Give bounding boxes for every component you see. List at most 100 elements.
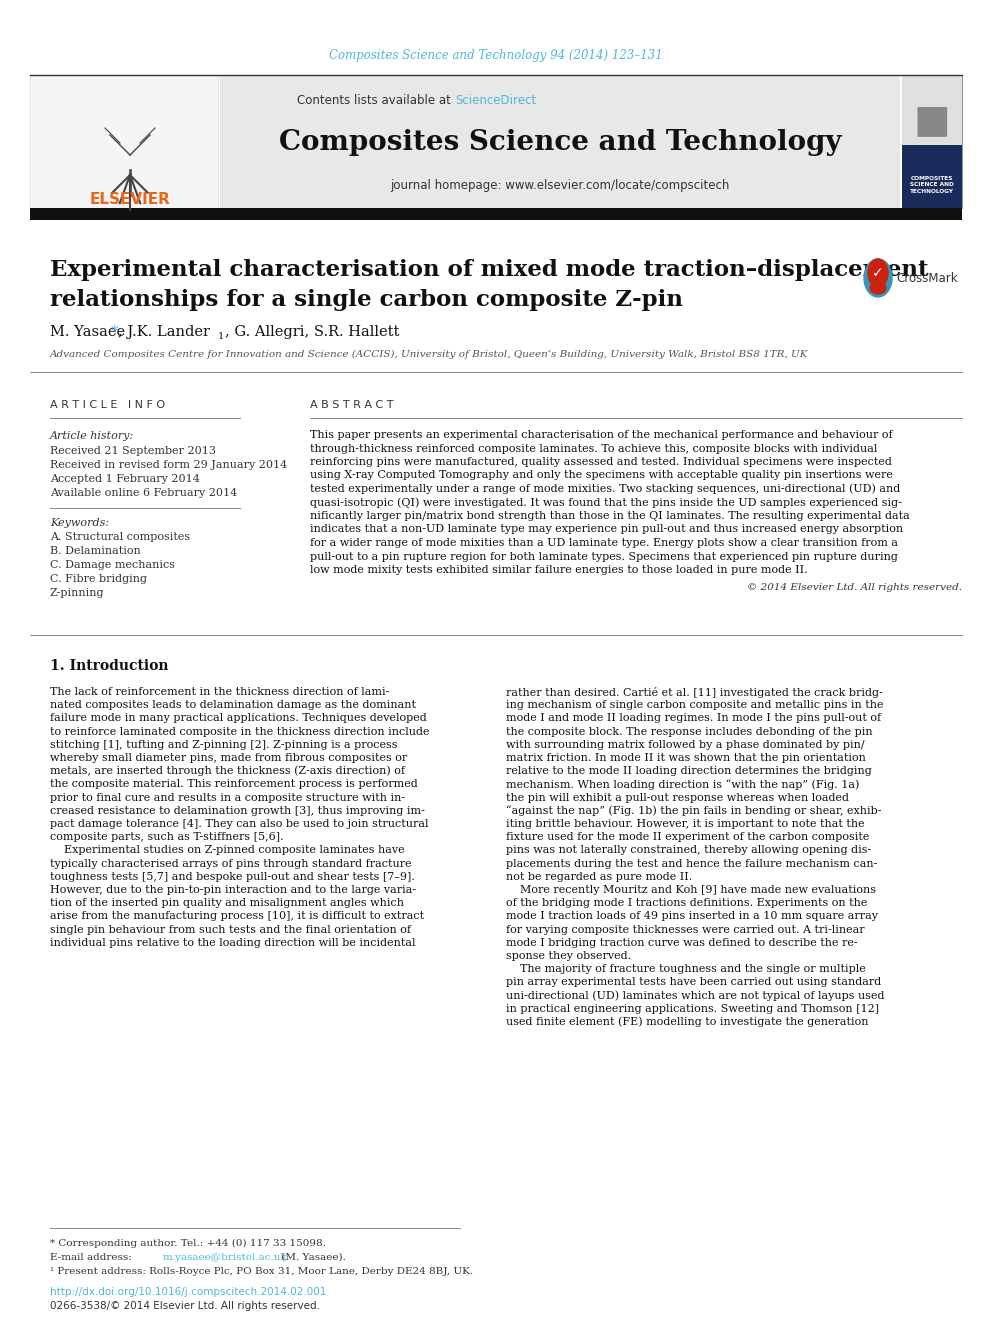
FancyBboxPatch shape <box>902 146 962 208</box>
Text: ■: ■ <box>914 101 950 139</box>
Text: The majority of fracture toughness and the single or multiple: The majority of fracture toughness and t… <box>506 964 866 974</box>
Text: Experimental studies on Z-pinned composite laminates have: Experimental studies on Z-pinned composi… <box>50 845 405 856</box>
Text: pin array experimental tests have been carried out using standard: pin array experimental tests have been c… <box>506 978 881 987</box>
Text: COMPOSITES
SCIENCE AND
TECHNOLOGY: COMPOSITES SCIENCE AND TECHNOLOGY <box>910 176 954 194</box>
Text: Contents lists available at: Contents lists available at <box>298 94 455 106</box>
Text: the composite material. This reinforcement process is performed: the composite material. This reinforceme… <box>50 779 418 790</box>
Text: the composite block. The response includes debonding of the pin: the composite block. The response includ… <box>506 726 873 737</box>
Text: ¹ Present address: Rolls-Royce Plc, PO Box 31, Moor Lane, Derby DE24 8BJ, UK.: ¹ Present address: Rolls-Royce Plc, PO B… <box>50 1266 473 1275</box>
Text: in practical engineering applications. Sweeting and Thomson [12]: in practical engineering applications. S… <box>506 1004 879 1013</box>
Text: placements during the test and hence the failure mechanism can-: placements during the test and hence the… <box>506 859 877 869</box>
Text: , J.K. Lander: , J.K. Lander <box>118 325 214 339</box>
Text: A. Structural composites: A. Structural composites <box>50 532 190 542</box>
Text: (M. Yasaee).: (M. Yasaee). <box>278 1253 346 1262</box>
Text: tested experimentally under a range of mode mixities. Two stacking sequences, un: tested experimentally under a range of m… <box>310 484 901 495</box>
Text: More recently Mouritz and Koh [9] have made new evaluations: More recently Mouritz and Koh [9] have m… <box>506 885 876 894</box>
Text: m.yasaee@bristol.ac.uk: m.yasaee@bristol.ac.uk <box>163 1253 288 1262</box>
Text: Z-pinning: Z-pinning <box>50 587 104 598</box>
Text: M. Yasaee: M. Yasaee <box>50 325 130 339</box>
Text: to reinforce laminated composite in the thickness direction include: to reinforce laminated composite in the … <box>50 726 430 737</box>
Text: with surrounding matrix followed by a phase dominated by pin/: with surrounding matrix followed by a ph… <box>506 740 865 750</box>
Text: B. Delamination: B. Delamination <box>50 546 141 556</box>
Text: nificantly larger pin/matrix bond strength than those in the QI laminates. The r: nificantly larger pin/matrix bond streng… <box>310 511 910 521</box>
Text: Accepted 1 February 2014: Accepted 1 February 2014 <box>50 474 199 484</box>
Text: prior to final cure and results in a composite structure with in-: prior to final cure and results in a com… <box>50 792 405 803</box>
Text: *: * <box>111 325 118 339</box>
Text: , G. Allegri, S.R. Hallett: , G. Allegri, S.R. Hallett <box>225 325 400 339</box>
Text: of the bridging mode I tractions definitions. Experiments on the: of the bridging mode I tractions definit… <box>506 898 867 908</box>
Text: Advanced Composites Centre for Innovation and Science (ACCIS), University of Bri: Advanced Composites Centre for Innovatio… <box>50 349 808 359</box>
Text: pact damage tolerance [4]. They can also be used to join structural: pact damage tolerance [4]. They can also… <box>50 819 429 830</box>
Text: not be regarded as pure mode II.: not be regarded as pure mode II. <box>506 872 692 882</box>
Text: journal homepage: www.elsevier.com/locate/compscitech: journal homepage: www.elsevier.com/locat… <box>390 179 730 192</box>
Text: A B S T R A C T: A B S T R A C T <box>310 400 394 410</box>
Text: http://dx.doi.org/10.1016/j.compscitech.2014.02.001: http://dx.doi.org/10.1016/j.compscitech.… <box>50 1287 326 1297</box>
Ellipse shape <box>870 282 886 294</box>
Text: Received in revised form 29 January 2014: Received in revised form 29 January 2014 <box>50 460 288 470</box>
Text: However, due to the pin-to-pin interaction and to the large varia-: However, due to the pin-to-pin interacti… <box>50 885 416 894</box>
Text: for a wider range of mode mixities than a UD laminate type. Energy plots show a : for a wider range of mode mixities than … <box>310 538 898 548</box>
Text: metals, are inserted through the thickness (Z-axis direction) of: metals, are inserted through the thickne… <box>50 766 405 777</box>
FancyBboxPatch shape <box>902 75 962 146</box>
Text: arise from the manufacturing process [10], it is difficult to extract: arise from the manufacturing process [10… <box>50 912 425 921</box>
Text: for varying composite thicknesses were carried out. A tri-linear: for varying composite thicknesses were c… <box>506 925 865 934</box>
Text: Received 21 September 2013: Received 21 September 2013 <box>50 446 216 456</box>
Text: iting brittle behaviour. However, it is important to note that the: iting brittle behaviour. However, it is … <box>506 819 865 830</box>
FancyBboxPatch shape <box>30 75 218 208</box>
Text: Available online 6 February 2014: Available online 6 February 2014 <box>50 488 237 497</box>
Text: failure mode in many practical applications. Techniques developed: failure mode in many practical applicati… <box>50 713 427 724</box>
Text: pull-out to a pin rupture region for both laminate types. Specimens that experie: pull-out to a pin rupture region for bot… <box>310 552 898 561</box>
Text: CrossMark: CrossMark <box>896 271 957 284</box>
Text: whereby small diameter pins, made from fibrous composites or: whereby small diameter pins, made from f… <box>50 753 408 763</box>
Text: relative to the mode II loading direction determines the bridging: relative to the mode II loading directio… <box>506 766 872 777</box>
Text: 0266-3538/© 2014 Elsevier Ltd. All rights reserved.: 0266-3538/© 2014 Elsevier Ltd. All right… <box>50 1301 320 1311</box>
Text: ✓: ✓ <box>872 266 884 280</box>
Text: Article history:: Article history: <box>50 431 134 441</box>
Ellipse shape <box>868 259 888 287</box>
Text: This paper presents an experimental characterisation of the mechanical performan: This paper presents an experimental char… <box>310 430 893 441</box>
Text: the pin will exhibit a pull-out response whereas when loaded: the pin will exhibit a pull-out response… <box>506 792 849 803</box>
Text: 1: 1 <box>218 332 224 341</box>
Text: mode I and mode II loading regimes. In mode I the pins pull-out of: mode I and mode II loading regimes. In m… <box>506 713 881 724</box>
Text: through-thickness reinforced composite laminates. To achieve this, composite blo: through-thickness reinforced composite l… <box>310 443 877 454</box>
Text: toughness tests [5,7] and bespoke pull-out and shear tests [7–9].: toughness tests [5,7] and bespoke pull-o… <box>50 872 415 882</box>
Text: stitching [1], tufting and Z-pinning [2]. Z-pinning is a process: stitching [1], tufting and Z-pinning [2]… <box>50 740 398 750</box>
Text: reinforcing pins were manufactured, quality assessed and tested. Individual spec: reinforcing pins were manufactured, qual… <box>310 456 892 467</box>
Text: C. Fibre bridging: C. Fibre bridging <box>50 574 147 583</box>
Text: Experimental characterisation of mixed mode traction–displacement: Experimental characterisation of mixed m… <box>50 259 929 280</box>
Text: pins was not laterally constrained, thereby allowing opening dis-: pins was not laterally constrained, ther… <box>506 845 871 856</box>
Text: E-mail address:: E-mail address: <box>50 1253 135 1262</box>
Text: A R T I C L E   I N F O: A R T I C L E I N F O <box>50 400 165 410</box>
Text: ScienceDirect: ScienceDirect <box>455 94 536 106</box>
Text: using X-ray Computed Tomography and only the specimens with acceptable quality p: using X-ray Computed Tomography and only… <box>310 471 893 480</box>
Text: composite parts, such as T-stiffners [5,6].: composite parts, such as T-stiffners [5,… <box>50 832 284 843</box>
Text: nated composites leads to delamination damage as the dominant: nated composites leads to delamination d… <box>50 700 416 710</box>
Text: © 2014 Elsevier Ltd. All rights reserved.: © 2014 Elsevier Ltd. All rights reserved… <box>747 583 962 591</box>
Text: The lack of reinforcement in the thickness direction of lami-: The lack of reinforcement in the thickne… <box>50 687 390 697</box>
Text: Composites Science and Technology: Composites Science and Technology <box>279 130 841 156</box>
Text: 1. Introduction: 1. Introduction <box>50 659 169 673</box>
Text: single pin behaviour from such tests and the final orientation of: single pin behaviour from such tests and… <box>50 925 411 934</box>
Ellipse shape <box>864 259 892 296</box>
Text: individual pins relative to the loading direction will be incidental: individual pins relative to the loading … <box>50 938 416 947</box>
Text: C. Damage mechanics: C. Damage mechanics <box>50 560 175 570</box>
Text: used finite element (FE) modelling to investigate the generation: used finite element (FE) modelling to in… <box>506 1016 869 1027</box>
Text: “against the nap” (Fig. 1b) the pin fails in bending or shear, exhib-: “against the nap” (Fig. 1b) the pin fail… <box>506 806 882 816</box>
Text: creased resistance to delamination growth [3], thus improving im-: creased resistance to delamination growt… <box>50 806 425 816</box>
Text: mode I traction loads of 49 pins inserted in a 10 mm square array: mode I traction loads of 49 pins inserte… <box>506 912 878 921</box>
Text: quasi-isotropic (QI) were investigated. It was found that the pins inside the UD: quasi-isotropic (QI) were investigated. … <box>310 497 902 508</box>
FancyBboxPatch shape <box>30 208 962 220</box>
Text: uni-directional (UD) laminates which are not typical of layups used: uni-directional (UD) laminates which are… <box>506 991 885 1002</box>
Text: sponse they observed.: sponse they observed. <box>506 951 631 960</box>
Text: typically characterised arrays of pins through standard fracture: typically characterised arrays of pins t… <box>50 859 412 869</box>
FancyBboxPatch shape <box>902 75 962 208</box>
Text: ELSEVIER: ELSEVIER <box>89 193 171 208</box>
Text: * Corresponding author. Tel.: +44 (0) 117 33 15098.: * Corresponding author. Tel.: +44 (0) 11… <box>50 1238 326 1248</box>
Text: low mode mixity tests exhibited similar failure energies to those loaded in pure: low mode mixity tests exhibited similar … <box>310 565 807 576</box>
Text: mode I bridging traction curve was defined to describe the re-: mode I bridging traction curve was defin… <box>506 938 858 947</box>
Text: relationships for a single carbon composite Z-pin: relationships for a single carbon compos… <box>50 288 683 311</box>
Text: rather than desired. Cartié et al. [11] investigated the crack bridg-: rather than desired. Cartié et al. [11] … <box>506 687 883 697</box>
Text: ing mechanism of single carbon composite and metallic pins in the: ing mechanism of single carbon composite… <box>506 700 884 710</box>
Text: matrix friction. In mode II it was shown that the pin orientation: matrix friction. In mode II it was shown… <box>506 753 866 763</box>
FancyBboxPatch shape <box>220 75 900 210</box>
